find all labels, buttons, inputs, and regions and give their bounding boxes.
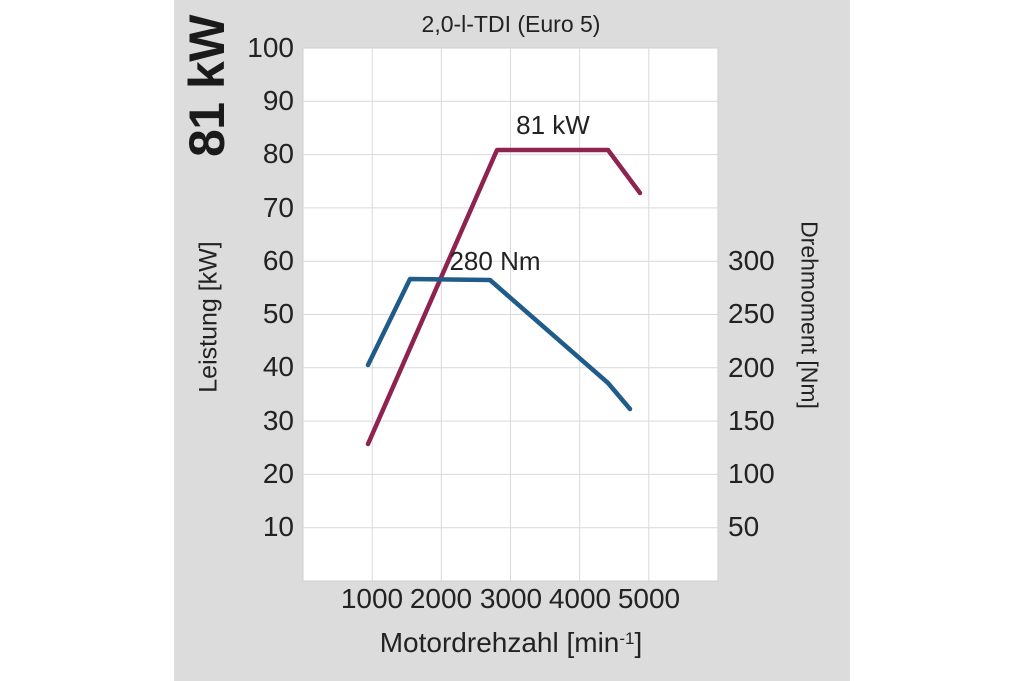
svg-text:4000: 4000 [549, 583, 611, 614]
svg-text:81 kW: 81 kW [516, 110, 590, 140]
svg-text:40: 40 [263, 351, 294, 382]
svg-text:5000: 5000 [618, 583, 680, 614]
svg-text:250: 250 [728, 298, 775, 329]
svg-text:80: 80 [263, 138, 294, 169]
svg-text:150: 150 [728, 405, 775, 436]
svg-text:2000: 2000 [410, 583, 472, 614]
svg-text:200: 200 [728, 352, 775, 383]
svg-text:30: 30 [263, 405, 294, 436]
svg-text:60: 60 [263, 245, 294, 276]
svg-text:Motordrehzahl [min-1]: Motordrehzahl [min-1] [380, 627, 643, 658]
svg-text:70: 70 [263, 192, 294, 223]
svg-text:50: 50 [263, 298, 294, 329]
svg-text:90: 90 [263, 85, 294, 116]
svg-text:100: 100 [247, 32, 294, 63]
svg-text:10: 10 [263, 511, 294, 542]
svg-text:3000: 3000 [480, 583, 542, 614]
svg-text:280 Nm: 280 Nm [449, 246, 540, 276]
svg-text:1000: 1000 [341, 583, 403, 614]
svg-text:2,0-l-TDI (Euro 5): 2,0-l-TDI (Euro 5) [422, 11, 601, 37]
svg-text:100: 100 [728, 458, 775, 489]
svg-text:20: 20 [263, 458, 294, 489]
svg-text:300: 300 [728, 245, 775, 276]
svg-text:50: 50 [728, 511, 759, 542]
